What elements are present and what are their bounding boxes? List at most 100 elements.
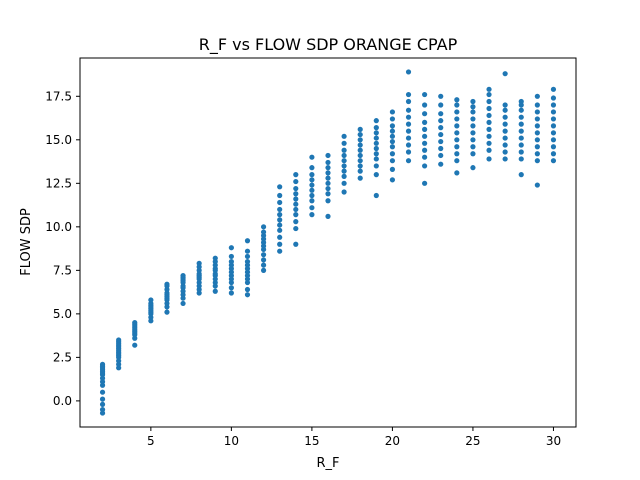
y-tick-label: 10.0 bbox=[45, 220, 72, 234]
data-point bbox=[422, 163, 428, 169]
data-point bbox=[502, 149, 508, 155]
y-axis: 0.0 2.5 5.0 7.5 10.0 12.5 15.0 17.5 bbox=[45, 89, 80, 408]
data-point bbox=[293, 206, 299, 213]
data-point bbox=[164, 309, 170, 315]
data-point bbox=[454, 109, 460, 115]
data-point bbox=[357, 163, 363, 169]
data-point bbox=[357, 147, 363, 153]
y-tick-label: 0.0 bbox=[53, 394, 72, 408]
data-point bbox=[534, 182, 540, 188]
data-point bbox=[260, 257, 267, 263]
data-point bbox=[325, 213, 331, 219]
data-point bbox=[454, 170, 460, 176]
data-point bbox=[534, 93, 540, 99]
data-point bbox=[405, 158, 412, 164]
data-point bbox=[293, 241, 299, 247]
data-point bbox=[502, 135, 508, 141]
data-point bbox=[293, 172, 299, 178]
data-point bbox=[422, 111, 428, 117]
data-point bbox=[180, 272, 186, 279]
data-point bbox=[438, 93, 444, 99]
data-point bbox=[422, 119, 428, 125]
data-point bbox=[341, 140, 347, 146]
x-axis: 5 10 15 20 25 30 bbox=[147, 427, 561, 448]
data-point bbox=[373, 125, 379, 131]
data-point bbox=[228, 259, 234, 265]
data-point bbox=[389, 133, 396, 139]
data-point bbox=[486, 112, 492, 119]
data-point bbox=[357, 142, 363, 148]
data-point bbox=[309, 172, 315, 178]
data-point bbox=[454, 123, 460, 129]
data-point bbox=[550, 130, 557, 136]
data-point bbox=[550, 123, 557, 129]
y-axis-label: FLOW SDP bbox=[19, 208, 34, 276]
data-point bbox=[260, 262, 267, 268]
data-point bbox=[341, 163, 347, 169]
data-point bbox=[180, 300, 186, 307]
data-point bbox=[454, 137, 460, 143]
data-point bbox=[277, 222, 283, 228]
data-point bbox=[341, 168, 347, 174]
data-point bbox=[550, 144, 557, 150]
data-point bbox=[405, 135, 412, 141]
data-point bbox=[550, 86, 557, 92]
data-point bbox=[470, 98, 476, 105]
data-point bbox=[534, 158, 540, 164]
data-point bbox=[373, 151, 379, 157]
data-point bbox=[502, 121, 508, 127]
data-point bbox=[341, 189, 347, 195]
data-point bbox=[534, 137, 540, 143]
y-tick-label: 7.5 bbox=[53, 263, 72, 277]
data-point bbox=[148, 297, 154, 303]
data-point bbox=[293, 219, 299, 225]
data-point bbox=[244, 292, 251, 298]
data-point bbox=[357, 158, 363, 164]
data-point bbox=[422, 154, 428, 160]
data-point bbox=[309, 205, 315, 211]
data-point bbox=[405, 107, 412, 113]
data-point bbox=[341, 133, 347, 139]
data-point bbox=[196, 260, 202, 266]
x-tick-label: 10 bbox=[224, 434, 239, 448]
data-point bbox=[502, 114, 508, 120]
data-point bbox=[373, 172, 379, 178]
data-point bbox=[389, 144, 396, 150]
y-tick-label: 15.0 bbox=[45, 133, 72, 147]
data-point bbox=[422, 180, 428, 186]
data-point bbox=[550, 109, 557, 115]
data-point bbox=[518, 149, 524, 155]
data-point bbox=[486, 126, 492, 132]
data-point bbox=[293, 225, 299, 232]
data-point bbox=[454, 97, 460, 103]
data-point bbox=[422, 147, 428, 153]
data-point bbox=[502, 142, 508, 148]
data-point bbox=[341, 152, 347, 159]
data-point bbox=[518, 128, 524, 134]
data-point bbox=[454, 158, 460, 164]
data-point bbox=[325, 152, 331, 159]
data-point bbox=[405, 98, 412, 105]
data-point bbox=[486, 156, 492, 162]
data-point bbox=[309, 192, 315, 199]
data-point bbox=[389, 177, 396, 183]
data-point bbox=[502, 107, 508, 113]
data-point bbox=[550, 116, 557, 122]
data-point bbox=[357, 152, 363, 159]
y-tick-label: 2.5 bbox=[53, 350, 72, 364]
data-point bbox=[341, 147, 347, 153]
data-point bbox=[438, 152, 444, 159]
data-point bbox=[438, 111, 444, 117]
data-point bbox=[99, 396, 106, 402]
data-point bbox=[486, 133, 492, 139]
data-point bbox=[164, 281, 170, 287]
data-point bbox=[309, 165, 315, 171]
data-point bbox=[325, 175, 331, 181]
data-point bbox=[454, 116, 460, 122]
data-point bbox=[325, 185, 331, 192]
data-point bbox=[260, 252, 267, 258]
data-point bbox=[389, 116, 396, 122]
data-point bbox=[502, 71, 508, 77]
y-tick-label: 12.5 bbox=[45, 176, 72, 190]
